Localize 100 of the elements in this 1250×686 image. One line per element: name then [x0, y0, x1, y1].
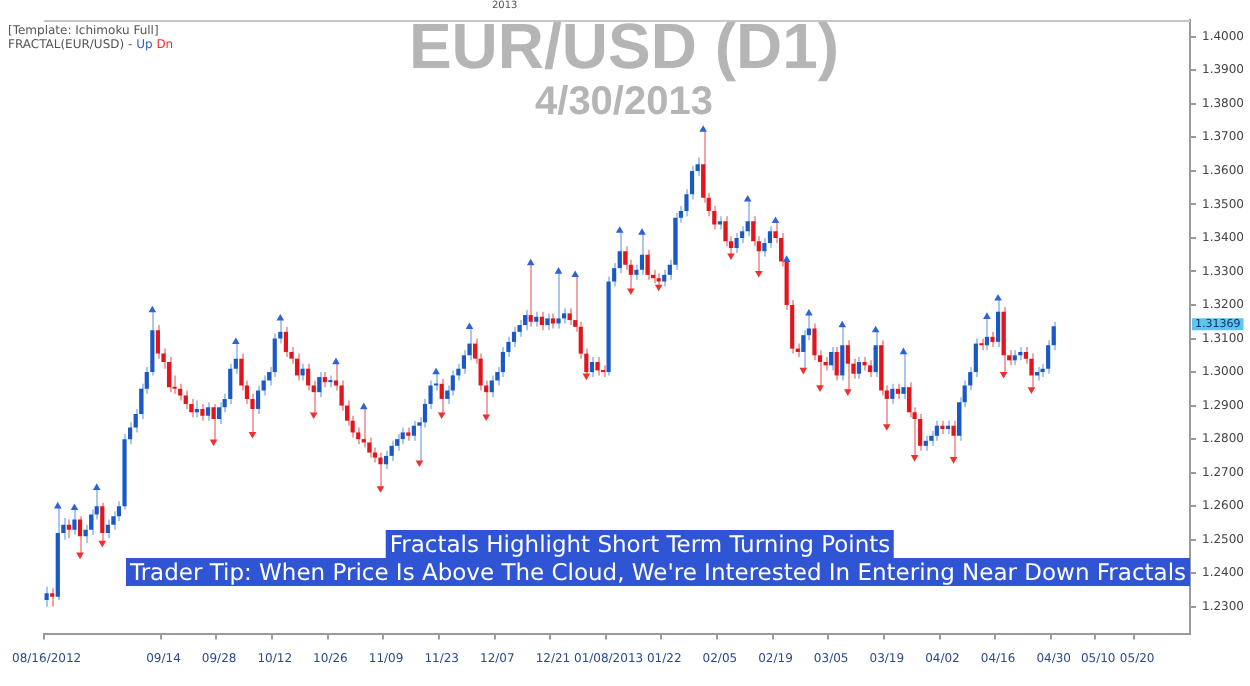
point: [148, 305, 157, 313]
candlestick: [189, 397, 194, 419]
candlestick: [105, 518, 110, 540]
candlestick: [77, 515, 83, 556]
point: [755, 270, 763, 278]
point: [526, 258, 535, 266]
point: [554, 267, 563, 274]
candlestick: [378, 451, 383, 490]
candlestick: [283, 325, 288, 358]
point: [899, 347, 908, 355]
point: [465, 322, 474, 329]
candlestick: [217, 401, 222, 426]
candlestick: [489, 374, 494, 399]
point: [376, 486, 385, 493]
point: [782, 255, 791, 262]
point: [910, 455, 919, 462]
point: [209, 439, 218, 447]
candlestick: [873, 329, 878, 379]
candlestick: [834, 345, 839, 382]
candlestick: [901, 350, 906, 400]
point: [882, 424, 891, 431]
candlestick: [995, 297, 1001, 348]
candlestick: [723, 215, 728, 248]
candlestick: [745, 198, 750, 238]
chart-title: EUR/USD (D1): [408, 10, 840, 84]
candlestick: [411, 419, 416, 442]
text: 4/30/2013: [535, 80, 713, 126]
point: [844, 389, 852, 396]
point: [359, 402, 368, 410]
point: [70, 503, 79, 511]
candlestick: [645, 248, 650, 281]
point: [1027, 387, 1036, 394]
candlestick: [951, 419, 956, 461]
point: [571, 270, 580, 278]
candlestick: [890, 382, 895, 405]
candlestick: [317, 371, 322, 399]
point: [699, 125, 707, 132]
point: [92, 483, 101, 490]
candlestick: [306, 362, 311, 392]
candlestick: [72, 506, 77, 536]
point: [771, 216, 780, 224]
candlestick: [734, 231, 739, 255]
candlestick: [528, 262, 533, 328]
annotation: Fractals Highlight Short Term Turning Points: [385, 530, 895, 558]
candlestick: [934, 419, 939, 442]
candlestick: [600, 364, 606, 379]
candlestick: [589, 355, 594, 379]
candlestick: [383, 449, 389, 471]
point: [838, 320, 847, 328]
candlestick: [255, 384, 261, 415]
candlestick: [44, 585, 49, 608]
point: [743, 194, 752, 202]
candlestick: [183, 389, 188, 410]
candlestick: [66, 518, 71, 540]
candlestick: [439, 377, 444, 416]
candlestick: [100, 501, 105, 545]
candlestick: [639, 231, 645, 276]
candlestick: [389, 439, 394, 462]
point: [799, 367, 808, 375]
point: [232, 337, 240, 345]
candlestick: [228, 362, 233, 405]
candlestick: [539, 310, 544, 332]
candlestick: [461, 349, 467, 375]
candlestick: [918, 412, 923, 452]
point: [627, 288, 635, 295]
point: [432, 367, 440, 375]
point: [816, 385, 824, 392]
point: [415, 460, 424, 467]
candlestick: [500, 345, 505, 379]
point: [482, 414, 490, 422]
candlestick: [829, 345, 834, 372]
candlestick: [294, 352, 300, 382]
candlestick: [856, 355, 862, 380]
point: [248, 431, 257, 439]
candlestick: [155, 324, 160, 360]
point: [98, 540, 107, 548]
candlestick: [840, 324, 845, 382]
candlestick: [205, 401, 211, 422]
candlestick: [523, 309, 528, 332]
candlestick: [595, 355, 600, 377]
candlestick: [845, 339, 850, 393]
candlestick: [762, 236, 767, 258]
candlestick: [767, 225, 773, 249]
point: [999, 371, 1008, 379]
candlestick: [50, 587, 55, 608]
point: [615, 226, 624, 233]
candlestick: [1001, 305, 1006, 376]
point: [276, 314, 285, 321]
candlestick: [166, 355, 172, 394]
candlestick: [450, 369, 455, 397]
point: [949, 457, 958, 464]
point: [871, 325, 880, 333]
candlestick: [1029, 352, 1034, 391]
point: [805, 308, 813, 316]
candlestick: [211, 402, 216, 443]
annotation: Trader Tip: When Price Is Above The Cloud, We're Interested In Entering Near Down Fractals: [125, 558, 1191, 586]
point: [638, 228, 646, 235]
point: [309, 412, 318, 420]
point: [983, 312, 991, 319]
point: [332, 357, 340, 365]
